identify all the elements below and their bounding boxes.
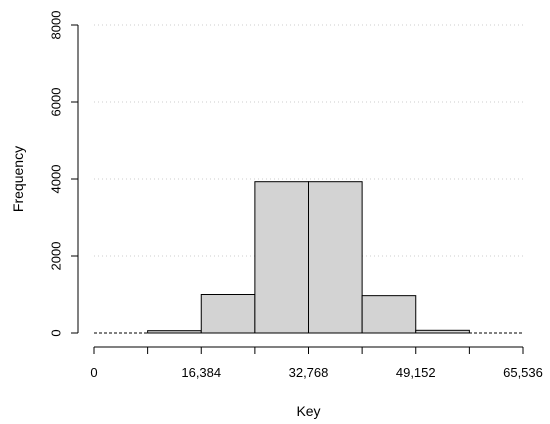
y-tick-label: 8000: [49, 11, 64, 40]
y-tick-label: 0: [49, 329, 64, 336]
histogram-bar: [200, 294, 256, 334]
y-tick-label: 2000: [49, 242, 64, 271]
x-tick-label: 0: [90, 365, 97, 380]
histogram-bar: [361, 295, 417, 334]
x-tick-label: 32,768: [289, 365, 329, 380]
x-axis-title: Key: [296, 403, 320, 419]
x-axis: 0 16,384 32,768 49,152 65,536: [90, 346, 543, 380]
y-axis-title: Frequency: [10, 146, 26, 212]
y-tick-label: 6000: [49, 88, 64, 117]
histogram-bars: [147, 181, 470, 334]
histogram-bar: [254, 181, 309, 334]
x-tick-label: 16,384: [181, 365, 221, 380]
x-tick-label: 65,536: [503, 365, 543, 380]
histogram-bar: [308, 181, 363, 334]
histogram-bar: [415, 329, 470, 334]
y-axis: 0 2000 4000 6000 8000: [49, 11, 79, 337]
y-tick-label: 4000: [49, 165, 64, 194]
x-tick-label: 49,152: [396, 365, 436, 380]
